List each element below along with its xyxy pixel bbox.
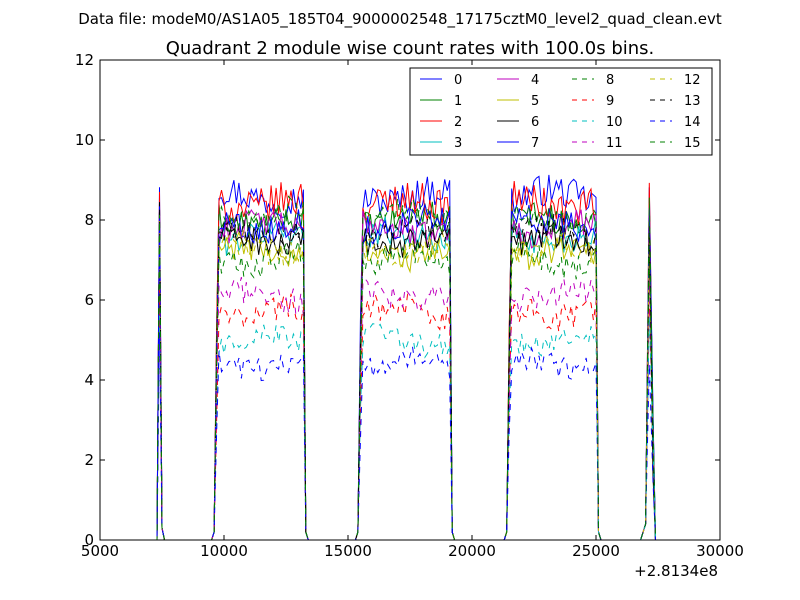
legend-label-12: 12	[684, 73, 701, 88]
legend-label-11: 11	[606, 136, 623, 151]
series-line-5	[154, 230, 656, 541]
series-line-11	[154, 269, 656, 541]
series-line-15	[154, 195, 656, 541]
series-layer	[154, 174, 656, 541]
legend-label-6: 6	[531, 115, 539, 130]
y-tick-label: 6	[84, 291, 94, 309]
series-line-3	[154, 216, 656, 541]
series-line-6	[154, 217, 656, 541]
legend-label-2: 2	[454, 115, 462, 130]
x-offset-label: +2.8134e8	[634, 562, 718, 580]
legend-label-7: 7	[531, 136, 539, 151]
series-line-0	[154, 174, 656, 541]
x-tick-label: 10000	[200, 542, 248, 560]
legend-label-14: 14	[684, 115, 701, 130]
chart-title: Quadrant 2 module wise count rates with …	[166, 38, 655, 59]
series-line-13	[154, 202, 656, 541]
series-line-10	[154, 314, 656, 541]
y-tick-label: 10	[75, 131, 94, 149]
x-tick-label: 15000	[324, 542, 372, 560]
legend-label-4: 4	[531, 73, 539, 88]
legend-label-3: 3	[454, 136, 462, 151]
series-line-4	[154, 209, 656, 541]
legend-box	[409, 67, 713, 156]
legend-label-1: 1	[454, 94, 462, 109]
x-tick-label: 5000	[81, 542, 119, 560]
chart-suptitle: Data file: modeM0/AS1A05_185T04_90000025…	[78, 10, 722, 29]
y-tick-label: 0	[84, 531, 94, 549]
legend-label-8: 8	[606, 73, 614, 88]
series-line-7	[154, 202, 656, 541]
legend-label-9: 9	[606, 94, 614, 109]
series-line-14	[154, 332, 656, 541]
y-tick-label: 4	[84, 371, 94, 389]
legend-label-0: 0	[454, 73, 462, 88]
legend-label-5: 5	[531, 94, 539, 109]
series-line-9	[154, 288, 656, 541]
y-tick-label: 12	[75, 51, 94, 69]
legend-label-13: 13	[684, 94, 701, 109]
x-tick-label: 20000	[448, 542, 496, 560]
series-line-8	[154, 238, 656, 541]
y-tick-label: 8	[84, 211, 94, 229]
legend-label-15: 15	[684, 136, 701, 151]
series-line-2	[154, 180, 656, 541]
y-tick-label: 2	[84, 451, 94, 469]
legend-label-10: 10	[606, 115, 623, 130]
x-tick-label: 30000	[696, 542, 744, 560]
x-tick-label: 25000	[572, 542, 620, 560]
